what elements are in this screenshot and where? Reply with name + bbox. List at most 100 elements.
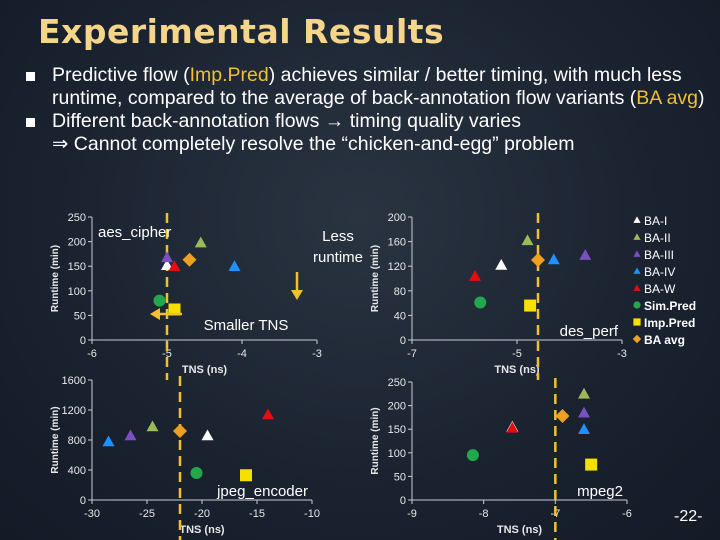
less-runtime-label: Less — [322, 228, 354, 245]
data-point-ba-iii — [124, 429, 137, 441]
y-tick-label: 0 — [80, 335, 86, 347]
y-tick-label: 1200 — [62, 405, 86, 417]
data-point-ba-ii — [521, 234, 534, 246]
y-tick-label: 40 — [394, 310, 406, 322]
data-point-ba-w — [469, 270, 481, 281]
data-point-ba-iv — [547, 253, 560, 265]
page-number: -22- — [674, 508, 703, 525]
data-point-imp-pred — [240, 469, 252, 482]
chart-title: mpeg2 — [577, 483, 623, 500]
left-arrow-head — [150, 308, 160, 320]
data-point-ba-w — [168, 260, 181, 271]
legend-label: BA-III — [644, 248, 674, 262]
data-point-ba-ii — [146, 420, 159, 432]
x-tick-label: -3 — [312, 348, 322, 360]
chart-title: aes_cipher — [98, 224, 171, 241]
data-point-ba-iv — [102, 435, 115, 447]
bullet-text: Different back-annotation flows — [52, 110, 325, 132]
x-tick-label: -7 — [407, 348, 417, 360]
x-axis-label: TNS (ns) — [494, 364, 540, 376]
chart-panel-des-perf: 0 40 80 120 160 200 -7 -5 -3 Runtime (min) TNS (ns… — [370, 212, 627, 380]
y-tick-label: 1600 — [62, 375, 86, 387]
bullet-text: ) — [698, 87, 705, 109]
y-tick-label: 0 — [80, 495, 86, 507]
y-tick-label: 100 — [388, 448, 406, 460]
bullet-text: Cannot completely resolve the “chicken-a… — [68, 133, 575, 155]
bullet-item: Different back-annotation flows → timing… — [26, 110, 716, 133]
y-tick-label: 120 — [388, 261, 406, 273]
data-point-ba avg — [531, 253, 545, 268]
legend-label: BA avg — [644, 333, 685, 347]
data-point-ba-ii — [578, 387, 590, 399]
legend-label: BA-I — [644, 214, 667, 228]
chart-legend: BA-I BA-II BA-III BA-IV BA-W Sim.Pred Imp.Pred… — [632, 214, 696, 347]
y-tick-label: 800 — [68, 435, 86, 447]
right-arrow-icon: → — [324, 110, 345, 132]
data-point-ba-i — [161, 259, 173, 271]
x-tick-label: -8 — [479, 508, 489, 520]
data-point-imp-pred — [524, 299, 537, 312]
bullet-text: timing quality varies — [344, 110, 521, 132]
legend-label: BA-II — [644, 231, 671, 245]
implies-arrow-icon: ⇒ — [52, 133, 69, 155]
x-tick-label: -6 — [622, 508, 632, 520]
y-tick-label: 200 — [388, 212, 406, 224]
data-point-imp-pred — [168, 303, 181, 316]
y-tick-label: 100 — [68, 286, 86, 298]
legend-marker-ba avg — [632, 334, 642, 344]
bullet-text: ) achieves similar / better timing, with… — [52, 64, 682, 109]
x-tick-label: -10 — [304, 508, 320, 520]
y-tick-label: 250 — [68, 212, 86, 224]
y-tick-label: 50 — [394, 471, 406, 483]
y-tick-label: 50 — [74, 310, 86, 322]
bullet-continuation: ⇒ Cannot completely resolve the “chicken… — [26, 133, 716, 156]
square-bullet-icon — [26, 72, 35, 81]
y-axis-label: Runtime (min) — [50, 406, 61, 473]
x-tick-label: -5 — [162, 348, 172, 360]
legend-marker-ba-w — [633, 284, 641, 291]
less-runtime-label: runtime — [313, 249, 363, 266]
highlight-ba-avg: BA avg — [636, 87, 699, 109]
data-point-ba avg — [182, 252, 197, 267]
chart-panel-jpeg-encoder: 0 400 800 1200 1600 -30 -25 -20 -15 -10 Runtime (m… — [50, 375, 320, 540]
data-point-imp-pred — [585, 458, 598, 471]
data-point-ba-i — [201, 429, 214, 441]
legend-marker-sim-pred — [633, 301, 641, 309]
x-tick-label: -30 — [84, 508, 100, 520]
square-bullet-icon — [26, 118, 35, 127]
highlight-imp-pred: Imp.Pred — [189, 64, 269, 86]
data-point-ba-iii — [161, 251, 173, 263]
y-tick-label: 200 — [388, 401, 406, 413]
x-axis-label: TNS (ns) — [182, 364, 228, 376]
smaller-tns-label: Smaller TNS — [204, 317, 289, 334]
chart-panel-aes-cipher: 0 50 100 150 200 250 -6 -5 -4 -3 Runtime (min) TNS … — [50, 212, 363, 380]
y-tick-label: 200 — [68, 237, 86, 249]
legend-label: Imp.Pred — [644, 316, 695, 330]
data-point-ba-iii — [579, 249, 592, 260]
x-tick-label: -4 — [237, 348, 247, 360]
data-point-ba-i — [495, 258, 508, 270]
data-point-ba avg — [173, 424, 187, 438]
legend-marker-ba-i — [633, 216, 641, 223]
y-tick-label: 250 — [388, 377, 406, 389]
slide-title: Experimental Results — [38, 12, 445, 51]
x-tick-label: -3 — [617, 348, 627, 360]
data-point-ba-w — [262, 408, 274, 420]
y-tick-label: 0 — [400, 335, 406, 347]
charts-area: 0 50 100 150 200 250 -6 -5 -4 -3 Runtime (min) TNS … — [50, 212, 696, 540]
legend-label: Sim.Pred — [644, 299, 696, 313]
y-tick-label: 80 — [394, 286, 406, 298]
x-axis-label: TNS (ns) — [497, 524, 543, 536]
y-axis-label: Runtime (min) — [370, 245, 381, 312]
y-tick-label: 160 — [388, 237, 406, 249]
y-tick-label: 0 — [400, 495, 406, 507]
bullet-list: Predictive flow (Imp.Pred) achieves simi… — [26, 64, 716, 156]
data-point-ba-ii — [194, 236, 207, 248]
y-tick-label: 400 — [68, 465, 86, 477]
data-point-ba-iv — [228, 260, 241, 271]
x-tick-label: -6 — [87, 348, 97, 360]
data-point-ba-w — [506, 421, 519, 433]
x-tick-label: -5 — [512, 348, 522, 360]
data-point-sim-pred — [190, 467, 203, 479]
